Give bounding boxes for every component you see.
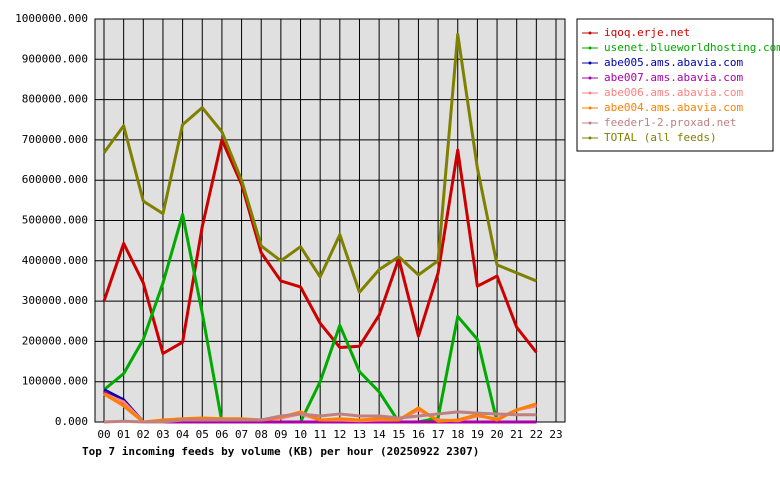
- y-tick-label: 100000.000: [22, 375, 88, 388]
- x-tick-label: 10: [294, 428, 307, 441]
- series-line: [103, 212, 537, 424]
- x-tick-label: 14: [373, 428, 387, 441]
- y-tick-label: 300000.000: [22, 294, 88, 307]
- x-tick-label: 05: [196, 428, 209, 441]
- y-tick-label: 1000000.000: [15, 12, 88, 25]
- y-tick-label: 600000.000: [22, 173, 88, 186]
- legend-label: usenet.blueworldhosting.com: [604, 41, 780, 54]
- x-tick-label: 17: [431, 428, 444, 441]
- x-tick-label: 11: [314, 428, 327, 441]
- legend-marker: [588, 76, 592, 80]
- y-tick-label: 800000.000: [22, 93, 88, 106]
- x-tick-label: 07: [235, 428, 248, 441]
- x-tick-label: 12: [333, 428, 346, 441]
- x-tick-label: 06: [215, 428, 228, 441]
- legend-label: abe007.ams.abavia.com: [604, 71, 743, 84]
- legend-marker: [588, 136, 592, 140]
- y-tick-label: 500000.000: [22, 214, 88, 227]
- legend-label: abe006.ams.abavia.com: [604, 86, 743, 99]
- x-tick-label: 00: [97, 428, 110, 441]
- x-tick-label: 20: [490, 428, 503, 441]
- legend-label: abe005.ams.abavia.com: [604, 56, 743, 69]
- x-tick-label: 16: [412, 428, 425, 441]
- x-tick-label: 13: [353, 428, 366, 441]
- y-tick-label: 0.000: [55, 415, 88, 428]
- legend-marker: [588, 121, 592, 125]
- x-tick-label: 15: [392, 428, 405, 441]
- legend-marker: [588, 91, 592, 95]
- series-line: [102, 138, 538, 355]
- x-tick-label: 01: [117, 428, 130, 441]
- x-tick-label: 08: [255, 428, 268, 441]
- chart-title: Top 7 incoming feeds by volume (KB) per …: [82, 445, 479, 458]
- legend-marker: [588, 46, 592, 50]
- x-tick-label: 02: [137, 428, 150, 441]
- x-tick-label: 03: [156, 428, 169, 441]
- y-tick-label: 200000.000: [22, 334, 88, 347]
- x-tick-label: 21: [510, 428, 523, 441]
- y-tick-label: 700000.000: [22, 133, 88, 146]
- legend-marker: [588, 106, 592, 110]
- legend-label: abe004.ams.abavia.com: [604, 101, 743, 114]
- x-tick-label: 22: [530, 428, 543, 441]
- y-tick-label: 900000.000: [22, 52, 88, 65]
- legend-marker: [588, 61, 592, 65]
- y-tick-label: 400000.000: [22, 254, 88, 267]
- legend-label: TOTAL (all feeds): [604, 131, 717, 144]
- x-tick-label: 09: [274, 428, 287, 441]
- series-line: [103, 410, 537, 424]
- legend-label: feeder1-2.proxad.net: [604, 116, 736, 129]
- legend-label: iqoq.erje.net: [604, 26, 690, 39]
- legend-marker: [588, 31, 592, 35]
- x-tick-label: 18: [451, 428, 464, 441]
- series-line: [102, 32, 537, 294]
- x-tick-label: 23: [549, 428, 562, 441]
- x-tick-label: 04: [176, 428, 190, 441]
- x-tick-label: 19: [471, 428, 484, 441]
- legend: [576, 18, 774, 152]
